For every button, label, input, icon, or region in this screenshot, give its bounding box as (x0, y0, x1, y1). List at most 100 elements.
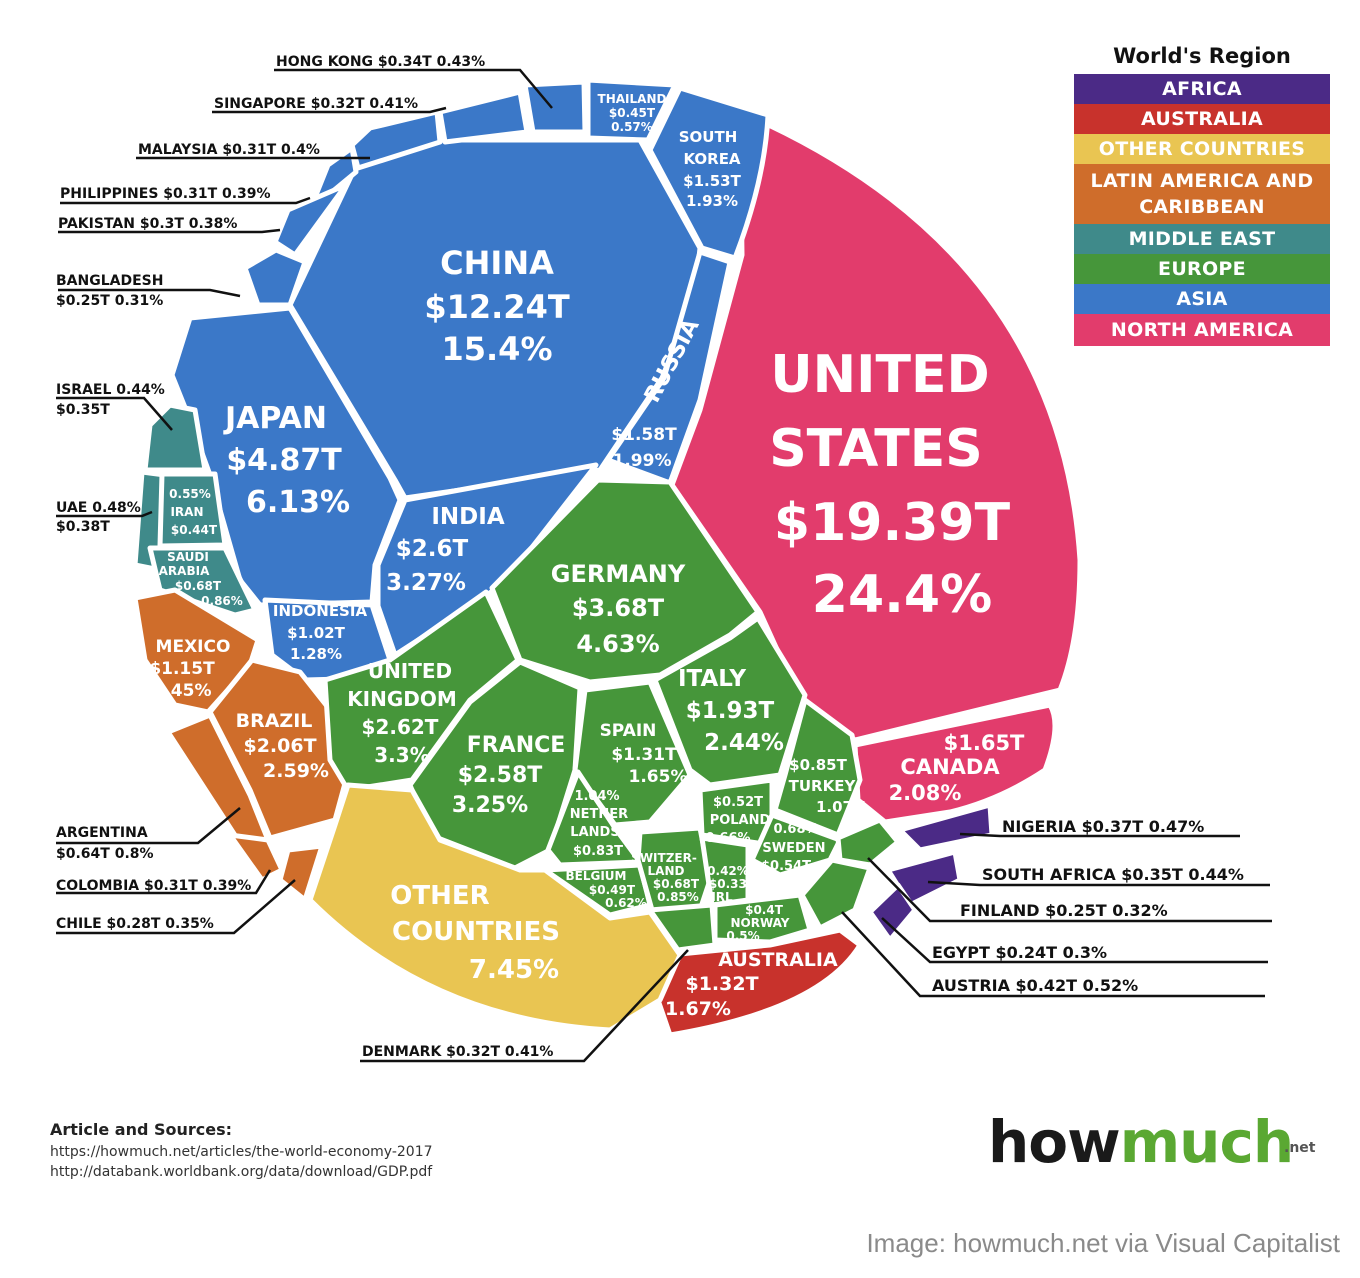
label-ireland-value: $0.33T (709, 877, 756, 891)
label-netherlands-line1: NETHER (570, 807, 628, 822)
label-netherlands-value: $0.83T (573, 844, 623, 859)
cell-hong-kong (522, 79, 588, 135)
label-belgium-value: $0.49T (589, 883, 636, 897)
label-uk-line1: UNITED (368, 659, 452, 683)
label-china-value: $12.24T (424, 288, 569, 326)
callout-bangladesh-value: $0.25T 0.31% (56, 293, 163, 309)
label-iran-share: 0.55% (169, 487, 211, 501)
legend-item-middle-east: MIDDLE EAST (1074, 224, 1330, 254)
label-sweden-name: SWEDEN (762, 841, 825, 856)
label-indonesia-share: 1.28% (290, 645, 342, 663)
label-sweden-value: $0.54T (761, 859, 811, 874)
label-mexico-share: 1.45% (153, 681, 212, 701)
cell-united-states (669, 109, 1083, 743)
label-italy-share: 2.44% (704, 730, 784, 756)
legend-item-australia: AUSTRALIA (1074, 104, 1330, 134)
cell-egypt (867, 882, 918, 943)
image-credit: Image: howmuch.net via Visual Capitalist (866, 1228, 1340, 1258)
label-india-share: 3.27% (386, 570, 466, 596)
label-ireland-share: 0.42% (707, 864, 749, 878)
label-switzerland-line1: SWITZER- (631, 851, 697, 865)
label-mexico-value: $1.15T (149, 659, 215, 679)
cell-sweden (749, 812, 843, 878)
label-france-name: FRANCE (467, 733, 566, 758)
cell-spain (572, 679, 693, 828)
label-japan-name: JAPAN (223, 401, 327, 436)
callout-south-africa: SOUTH AFRICA $0.35T 0.44% (982, 865, 1244, 884)
logo-much: much (1119, 1108, 1294, 1176)
callout-lines (56, 68, 1272, 1063)
legend-item-north-america: NORTH AMERICA (1074, 314, 1330, 346)
label-turkey-value: $0.85T (789, 756, 847, 774)
label-canada-share: 2.08% (889, 781, 962, 805)
legend-item-europe: EUROPE (1074, 254, 1330, 284)
label-thailand-name: THAILAND (598, 92, 667, 106)
label-korea-line2: KOREA (683, 150, 740, 168)
callout-israel-name: ISRAEL 0.44% (56, 382, 165, 398)
label-us-line2: STATES (769, 419, 983, 479)
cell-israel (142, 402, 208, 473)
cell-iran (157, 471, 228, 549)
callout-singapore: SINGAPORE $0.32T 0.41% (214, 96, 418, 112)
cell-italy (652, 615, 808, 788)
label-turkey-share: 1.07% (816, 798, 868, 816)
label-indonesia-value: $1.02T (287, 624, 345, 642)
cell-australia (655, 927, 863, 1038)
callout-argentina-value: $0.64T 0.8% (56, 846, 154, 862)
cell-singapore (437, 89, 530, 145)
label-japan-share: 6.13% (246, 485, 350, 520)
source-link-worldbank[interactable]: http://databank.worldbank.org/data/downl… (50, 1164, 433, 1180)
label-canada-name: CANADA (900, 755, 1000, 779)
callout-argentina-name: ARGENTINA (56, 825, 148, 841)
label-brazil-share: 2.59% (263, 760, 329, 782)
cell-malaysia (349, 109, 443, 171)
label-saudi-share: 0.86% (201, 594, 243, 608)
cell-colombia (227, 832, 285, 883)
label-sweden-share: 0.68% (773, 822, 818, 837)
label-japan-value: $4.87T (226, 443, 342, 478)
label-india-value: $2.6T (396, 536, 469, 562)
label-indonesia-name: INDONESIA (273, 602, 368, 620)
label-spain-share: 1.65% (629, 767, 688, 787)
cell-thailand (585, 77, 678, 143)
cell-argentina (165, 712, 271, 846)
cell-turkey (772, 697, 863, 838)
callout-austria: AUSTRIA $0.42T 0.52% (932, 976, 1138, 995)
label-france-share: 3.25% (452, 793, 528, 818)
cell-bangladesh (242, 247, 308, 308)
source-link-article[interactable]: https://howmuch.net/articles/the-world-e… (50, 1144, 433, 1160)
label-korea-value: $1.53T (683, 172, 741, 190)
label-china-share: 15.4% (441, 330, 552, 368)
cell-finland (835, 817, 901, 868)
legend-item-asia: ASIA (1074, 284, 1330, 314)
callout-pakistan: PAKISTAN $0.3T 0.38% (58, 216, 237, 232)
label-turkey-name: TURKEY (789, 777, 857, 795)
label-thailand-value: $0.45T (609, 106, 656, 120)
label-korea-line1: SOUTH (679, 128, 738, 146)
label-saudi-line1: SAUDI (167, 550, 209, 564)
label-norway-value: $0.4T (745, 903, 784, 917)
label-us-line1: UNITED (770, 345, 989, 405)
cell-pakistan (272, 182, 349, 258)
label-poland-name: POLAND (710, 813, 771, 828)
label-netherlands-share: 1.04% (574, 789, 619, 804)
label-india-name: INDIA (431, 504, 504, 530)
callout-bangladesh-name: BANGLADESH (56, 273, 163, 289)
cell-saudi (147, 545, 258, 618)
label-iran-value: $0.44T (171, 523, 218, 537)
label-norway-share: 0.5% (726, 929, 759, 943)
label-brazil-value: $2.06T (243, 735, 316, 757)
cell-austria (799, 857, 873, 931)
label-uk-value: $2.62T (362, 715, 439, 739)
callout-egypt: EGYPT $0.24T 0.3% (932, 943, 1107, 962)
howmuch-logo: howmuch (988, 1108, 1294, 1176)
gdp-voronoi-chart: HONG KONG $0.34T 0.43% SINGAPORE $0.32T … (56, 54, 1272, 1063)
label-ireland-name: IRL (711, 890, 733, 904)
callout-colombia: COLOMBIA $0.31T 0.39% (56, 878, 251, 894)
logo-tld: .net (1284, 1140, 1316, 1156)
label-belgium-name: BELGIUM (566, 869, 627, 883)
label-italy-value: $1.93T (686, 698, 775, 724)
label-germany-value: $3.68T (572, 594, 665, 622)
label-other-line2: COUNTRIES (392, 917, 560, 947)
label-us-value: $19.39T (774, 493, 1011, 553)
